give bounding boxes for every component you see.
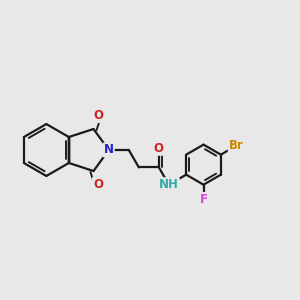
Text: F: F [200,193,208,206]
Text: NH: NH [159,178,179,191]
Text: O: O [93,109,103,122]
Text: O: O [93,178,103,191]
Text: O: O [154,142,164,155]
Text: Br: Br [229,139,244,152]
Text: N: N [104,143,114,157]
